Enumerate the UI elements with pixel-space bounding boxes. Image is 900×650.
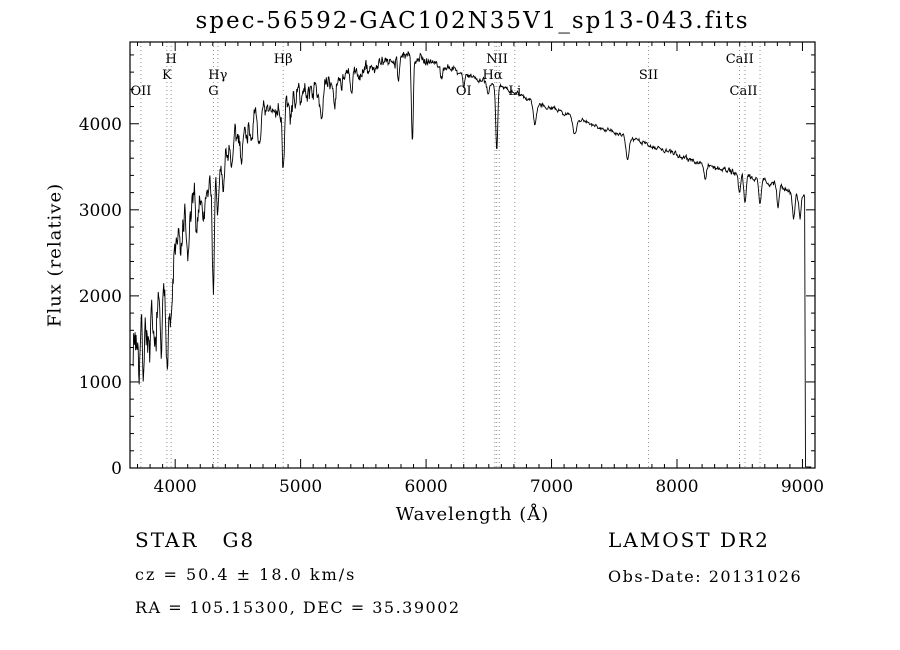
marker-label: OI bbox=[456, 84, 472, 99]
y-tick-label: 1000 bbox=[79, 373, 122, 393]
plot-frame bbox=[129, 41, 816, 469]
obs-date-line: Obs-Date: 20131026 bbox=[608, 567, 803, 586]
marker-label: CaII bbox=[726, 52, 754, 67]
x-tick-label: 5000 bbox=[279, 477, 322, 497]
x-axis-title: Wavelength (Å) bbox=[395, 504, 550, 525]
x-tick-label: 6000 bbox=[404, 477, 447, 497]
marker-label: OII bbox=[130, 84, 151, 99]
cz-velocity-line: cz = 50.4 ± 18.0 km/s bbox=[135, 565, 357, 584]
y-axis-title: Flux (relative) bbox=[44, 182, 66, 328]
marker-label: CaII bbox=[730, 84, 758, 99]
marker-label: G bbox=[208, 84, 218, 99]
y-tick-label: 2000 bbox=[79, 287, 122, 307]
x-tick-label: 8000 bbox=[655, 477, 698, 497]
spectrum-trace bbox=[132, 51, 812, 468]
x-tick-label: 7000 bbox=[530, 477, 573, 497]
marker-label: Hα bbox=[483, 68, 503, 83]
marker-label: Hγ bbox=[208, 68, 227, 83]
y-tick-label: 4000 bbox=[79, 115, 122, 135]
object-class: STAR bbox=[135, 528, 199, 552]
marker-label: NII bbox=[486, 52, 508, 67]
x-tick-label: 4000 bbox=[154, 477, 197, 497]
axis-ticks bbox=[130, 42, 816, 469]
y-tick-label: 3000 bbox=[79, 201, 122, 221]
marker-label: K bbox=[162, 68, 172, 83]
marker-label: H bbox=[165, 52, 176, 67]
ra-dec-line: RA = 105.15300, DEC = 35.39002 bbox=[135, 598, 461, 617]
x-tick-label: 9000 bbox=[781, 477, 824, 497]
marker-label: SII bbox=[639, 68, 658, 83]
classification-line: STAR G8 bbox=[135, 528, 255, 552]
plot-title: spec-56592-GAC102N35V1_sp13-043.fits bbox=[195, 8, 750, 34]
object-subclass: G8 bbox=[222, 528, 256, 552]
survey-label: LAMOST DR2 bbox=[608, 528, 770, 552]
y-tick-label: 0 bbox=[111, 459, 122, 479]
marker-label: Hβ bbox=[274, 52, 293, 67]
marker-label: Li bbox=[508, 84, 521, 99]
